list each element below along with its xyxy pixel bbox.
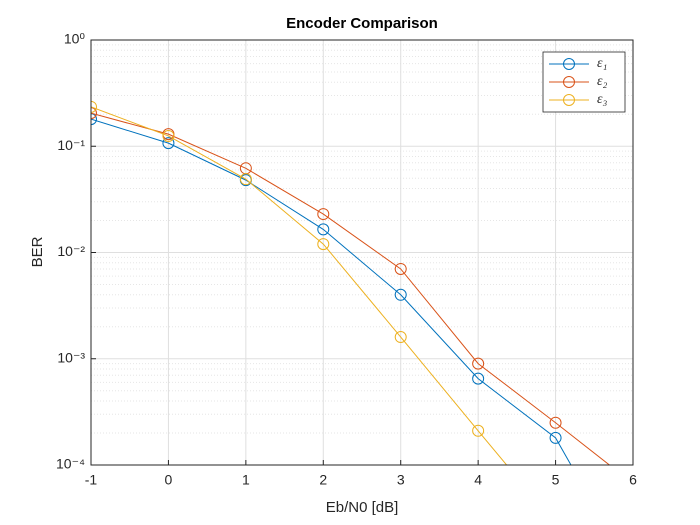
series-line (91, 118, 572, 465)
x-tick-label: 3 (397, 472, 405, 488)
legend-marker (563, 94, 575, 106)
data-point (472, 372, 485, 385)
x-tick-label: 5 (552, 472, 560, 488)
x-tick-label: 1 (242, 472, 250, 488)
data-point (549, 431, 562, 444)
data-point (317, 223, 330, 236)
data-point (394, 288, 407, 301)
y-tick-label: 10⁻³ (57, 349, 85, 365)
data-point (550, 518, 561, 525)
x-tick-label: -1 (85, 472, 98, 488)
legend-marker (563, 76, 575, 88)
data-point (317, 238, 330, 251)
x-tick-label: 4 (474, 472, 482, 488)
data-point (162, 129, 175, 142)
data-point (239, 173, 252, 186)
y-tick-label: 10⁰ (64, 31, 86, 47)
x-tick-label: 6 (629, 472, 637, 488)
legend-label: ε₃ (597, 92, 608, 107)
data-point (394, 331, 407, 344)
data-point (317, 208, 330, 221)
x-axis-label: Eb/N0 [dB] (326, 499, 399, 516)
x-tick-label: 2 (319, 472, 327, 488)
y-tick-label: 10⁻¹ (57, 137, 85, 153)
x-tick-label: 0 (165, 472, 173, 488)
chart-title: Encoder Comparison (286, 15, 438, 32)
data-point (472, 357, 485, 370)
series-line (91, 106, 508, 465)
legend-label: ε₂ (597, 74, 608, 89)
y-tick-label: 10⁻² (57, 243, 85, 259)
data-point (472, 424, 485, 437)
y-tick-label: 10⁻⁴ (56, 456, 85, 472)
data-point (91, 100, 97, 113)
data-point (162, 137, 175, 150)
series-line (91, 112, 611, 465)
data-point (91, 107, 97, 120)
y-axis-label: BER (29, 236, 46, 267)
data-point (394, 262, 407, 275)
legend-marker (563, 58, 575, 70)
data-point (549, 416, 562, 429)
data-point (91, 113, 97, 126)
legend-label: ε₁ (597, 56, 607, 71)
